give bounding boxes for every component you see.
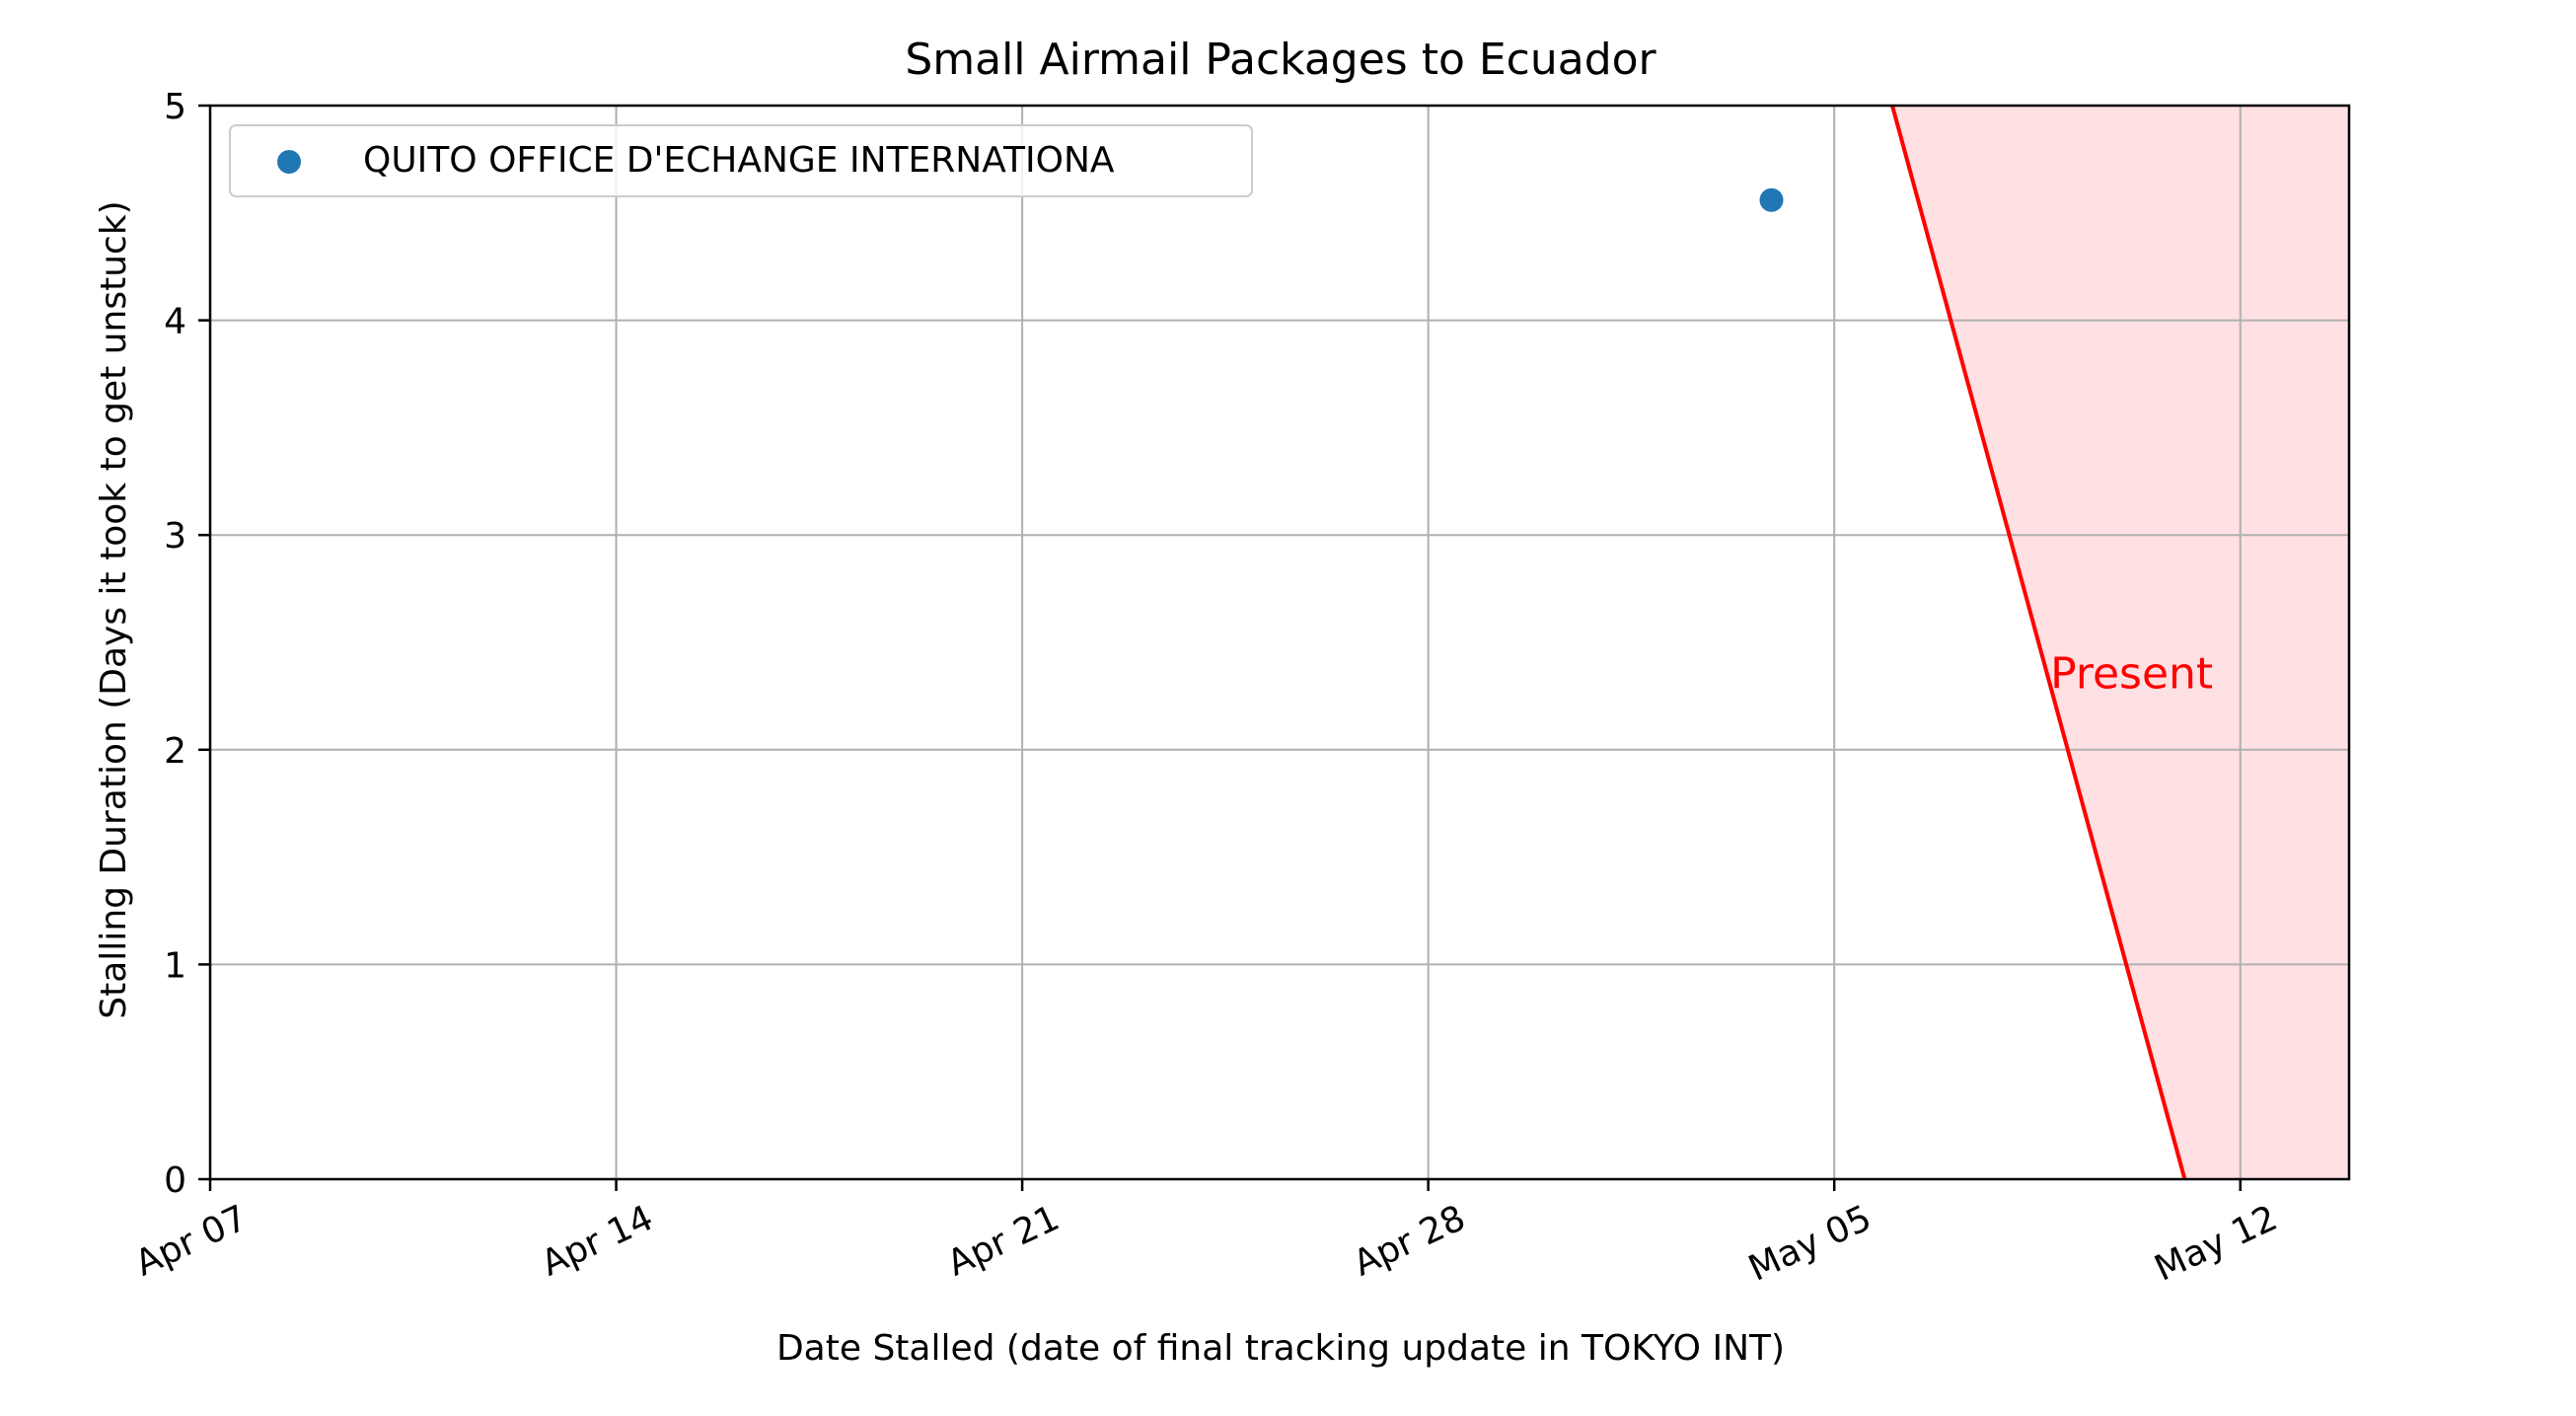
present-shade xyxy=(1892,106,2349,1179)
points-layer xyxy=(1759,187,1784,212)
legend: QUITO OFFICE D'ECHANGE INTERNATIONA xyxy=(229,124,1253,197)
data-point xyxy=(1759,187,1784,212)
legend-box xyxy=(229,124,1253,197)
y-tick-label: 1 xyxy=(164,945,186,986)
present-shade-layer xyxy=(1892,106,2349,1179)
y-axis-label: Stalling Duration (Days it took to get u… xyxy=(94,200,134,1018)
chart-title: Small Airmail Packages to Ecuador xyxy=(905,35,1656,85)
y-tick-label: 2 xyxy=(164,731,186,772)
present-label: Present xyxy=(2050,649,2213,700)
plot-frame xyxy=(208,104,2351,1181)
y-tick-label: 3 xyxy=(164,516,186,557)
legend-label: QUITO OFFICE D'ECHANGE INTERNATIONA xyxy=(363,140,1115,181)
y-tick-label: 4 xyxy=(164,302,186,342)
present-line-layer: Present xyxy=(1890,105,2213,1180)
x-axis-label: Date Stalled (date of final tracking upd… xyxy=(776,1328,1785,1369)
y-tick-label: 5 xyxy=(164,87,186,127)
legend-marker xyxy=(277,150,301,174)
present-line xyxy=(1890,105,2187,1180)
y-tick-label: 0 xyxy=(164,1160,186,1201)
